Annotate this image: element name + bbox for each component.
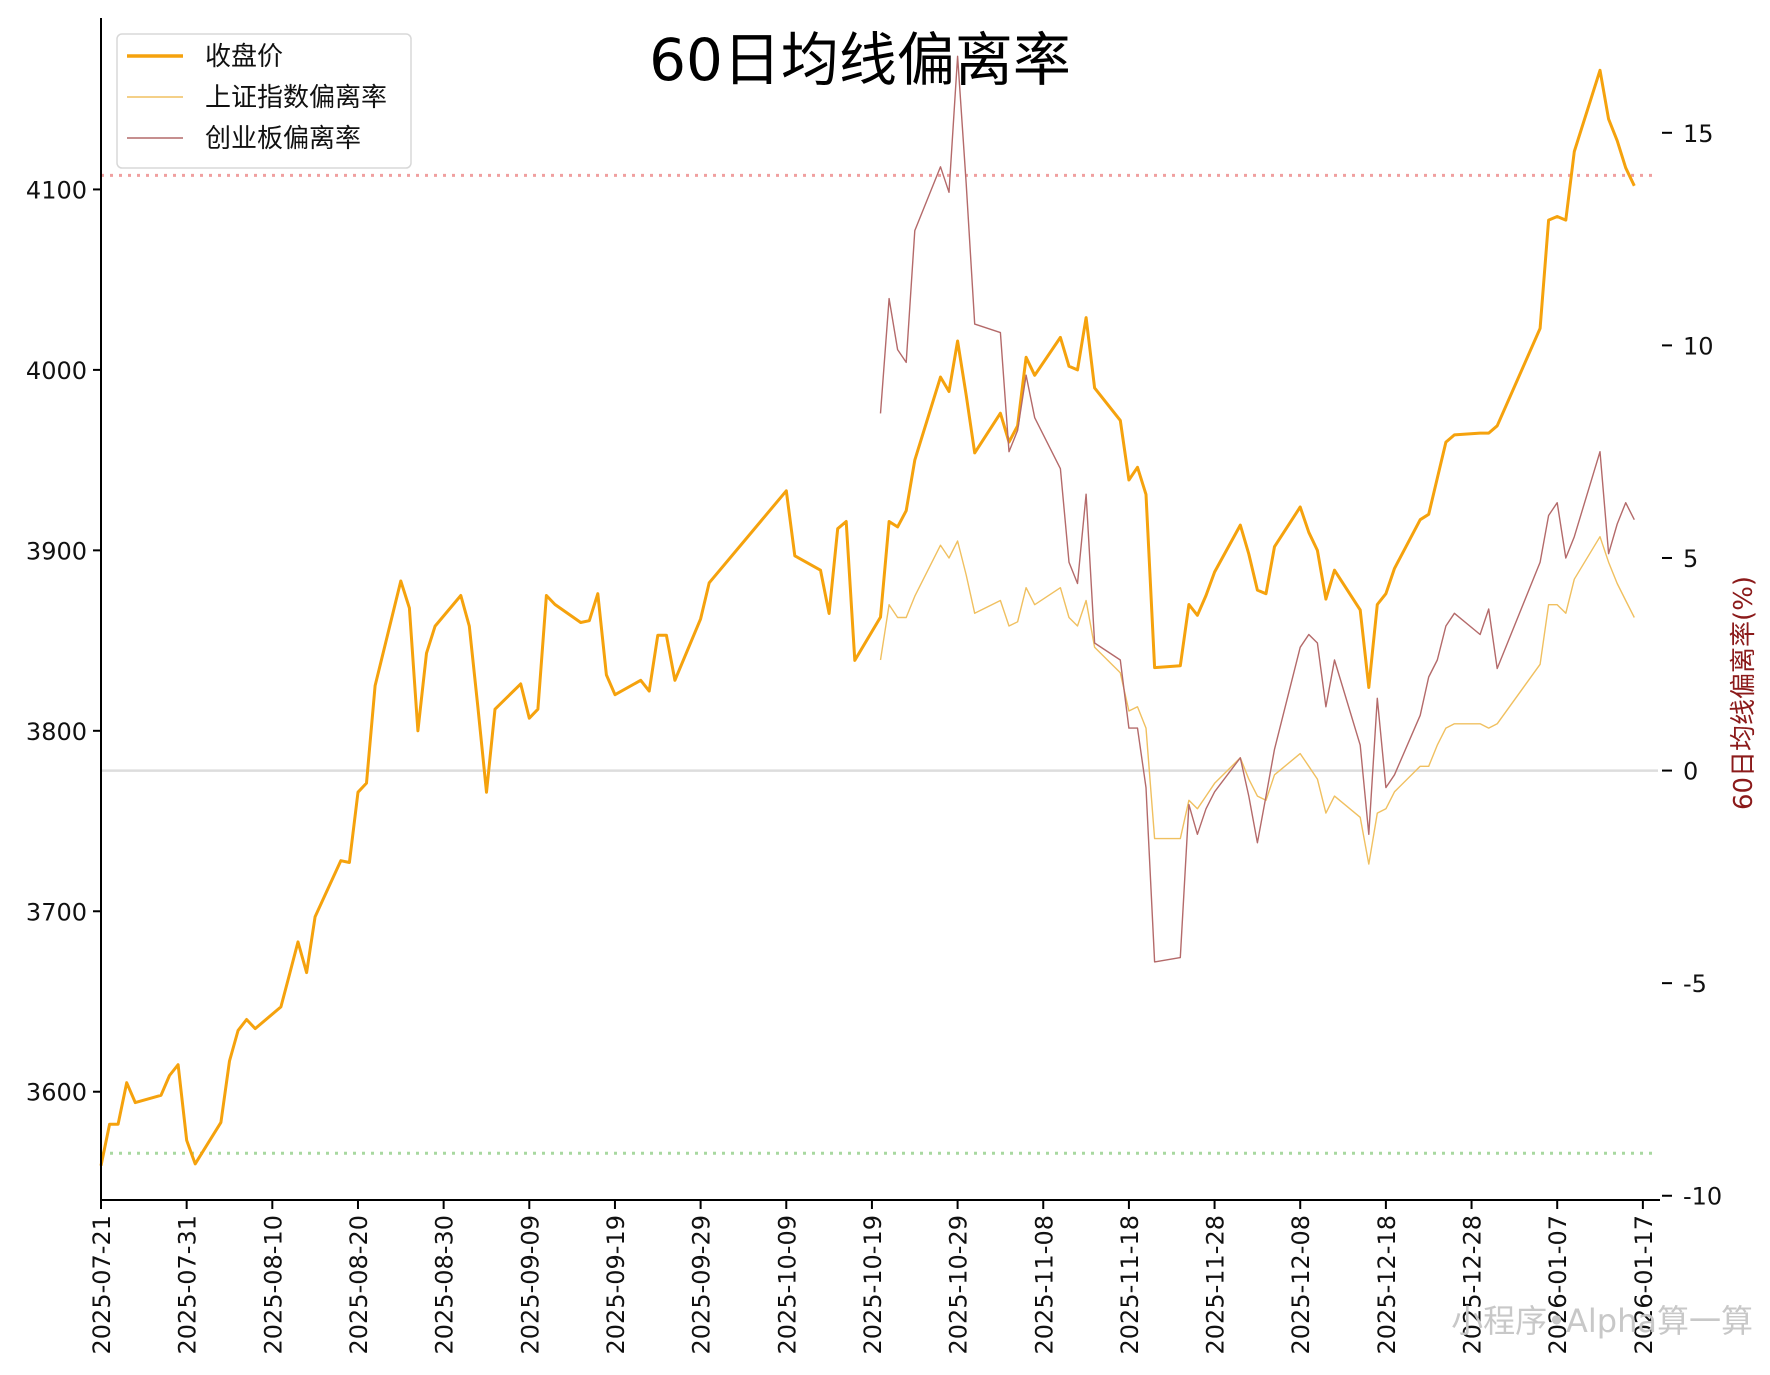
x-tick-label: 2026-01-17 <box>1630 1215 1658 1354</box>
left-tick-label: 4000 <box>26 357 87 385</box>
x-tick-label: 2025-12-18 <box>1373 1215 1401 1354</box>
right-tick-label: 0 <box>1683 758 1698 786</box>
right-tick-label: -5 <box>1683 970 1707 998</box>
left-tick-label: 4100 <box>26 176 87 204</box>
legend-label-2: 创业板偏离率 <box>205 124 361 154</box>
series-line-1 <box>879 536 1635 865</box>
right-tick-label: 15 <box>1683 120 1714 148</box>
x-tick-label: 2025-11-08 <box>1030 1215 1058 1354</box>
x-tick-label: 2025-08-30 <box>431 1215 459 1354</box>
x-tick-label: 2025-10-19 <box>859 1215 887 1354</box>
x-tick-label: 2025-10-09 <box>773 1215 801 1354</box>
x-tick-label: 2025-09-19 <box>602 1215 630 1354</box>
x-tick-label: 2025-07-31 <box>174 1215 202 1354</box>
x-tick-label: 2025-07-21 <box>88 1215 116 1354</box>
axes: 3600 3700 3800 3900 4000 4100 15 10 5 0 -5 -10 2025-… <box>26 18 1722 1354</box>
x-tick-label: 2025-11-18 <box>1116 1215 1144 1354</box>
x-tick-label: 2025-10-29 <box>945 1215 973 1354</box>
left-tick-label: 3800 <box>26 718 87 746</box>
series-line-2 <box>879 55 1635 963</box>
x-tick-label: 2025-08-10 <box>259 1215 287 1354</box>
x-tick-label: 2025-09-09 <box>516 1215 544 1354</box>
series-lines <box>99 55 1636 1167</box>
right-tick-label: -10 <box>1683 1183 1722 1211</box>
x-tick-label: 2025-12-08 <box>1287 1215 1315 1354</box>
left-tick-label: 3700 <box>26 898 87 926</box>
left-tick-label: 3900 <box>26 537 87 565</box>
legend-frame <box>116 33 412 169</box>
series-line-0 <box>99 68 1636 1167</box>
right-tick-label: 10 <box>1683 332 1714 360</box>
left-tick-label: 3600 <box>26 1079 87 1107</box>
x-tick-label: 2025-11-28 <box>1202 1215 1230 1354</box>
right-tick-label: 5 <box>1683 545 1698 573</box>
watermark: 小程序•Alpha算一算 <box>1451 1302 1753 1340</box>
x-tick-label: 2025-09-29 <box>688 1215 716 1354</box>
reference-lines <box>101 173 1658 1155</box>
x-tick-label: 2026-01-07 <box>1544 1215 1572 1354</box>
x-tick-label: 2025-08-20 <box>345 1215 373 1354</box>
right-axis-label: 60日均线偏离率(%) <box>1729 576 1759 810</box>
x-tick-label: 2025-12-28 <box>1459 1215 1487 1354</box>
legend-label-1: 上证指数偏离率 <box>205 83 387 113</box>
legend-label-0: 收盘价 <box>205 42 283 72</box>
chart-title: 60日均线偏离率 <box>649 26 1071 94</box>
